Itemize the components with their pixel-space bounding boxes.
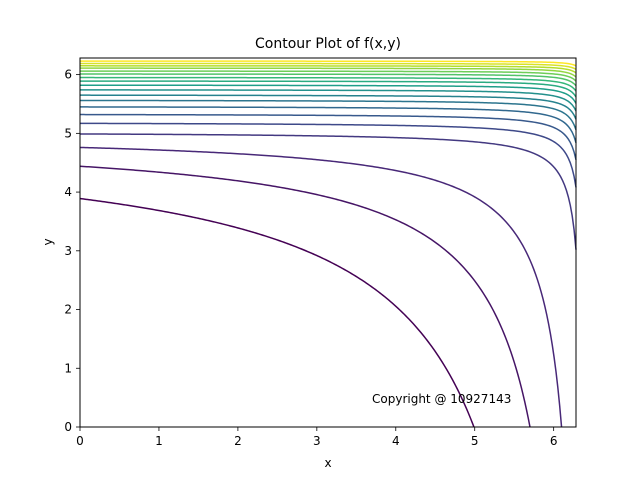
- contour-line: [80, 67, 577, 78]
- contour-line: [80, 76, 577, 92]
- plot-frame: [79, 57, 577, 428]
- y-tick-label: 0: [64, 420, 72, 434]
- contour-line: [80, 106, 577, 143]
- y-tick-label: 2: [64, 303, 72, 317]
- y-axis-ticks: 0 1 2 3 4 5 6: [64, 68, 80, 434]
- x-tick-label: 0: [76, 434, 84, 448]
- x-axis-label: x: [324, 456, 331, 470]
- x-tick-label: 5: [471, 434, 479, 448]
- contour-line: [79, 197, 475, 428]
- contour-line: [80, 65, 577, 74]
- x-tick-label: 4: [392, 434, 400, 448]
- chart-title: Contour Plot of f(x,y): [255, 36, 401, 52]
- y-tick-label: 5: [64, 126, 72, 140]
- contour-line: [80, 113, 577, 160]
- x-tick-label: 1: [155, 434, 163, 448]
- y-axis-label: y: [41, 238, 55, 245]
- y-tick-label: 1: [64, 361, 72, 375]
- contour-line: [79, 146, 563, 428]
- contour-line: [80, 62, 577, 70]
- x-tick-label: 6: [550, 434, 558, 448]
- contour-line: [79, 165, 531, 428]
- contour-line: [80, 60, 577, 67]
- copyright-annotation: Copyright @ 10927143: [372, 392, 511, 406]
- contour-line: [80, 94, 577, 120]
- x-tick-label: 3: [313, 434, 321, 448]
- x-tick-label: 2: [234, 434, 242, 448]
- contour-line: [80, 70, 577, 82]
- contour-line: [80, 122, 577, 188]
- contour-line: [80, 89, 577, 112]
- y-tick-label: 6: [64, 68, 72, 82]
- contour-line: [80, 80, 577, 98]
- contour-line: [80, 99, 577, 131]
- y-tick-label: 4: [64, 185, 72, 199]
- x-axis-ticks: 0 1 2 3 4 5 6: [76, 427, 557, 448]
- contour-line: [80, 73, 577, 87]
- contour-line: [79, 133, 577, 250]
- y-tick-label: 3: [64, 244, 72, 258]
- contour-lines: [79, 60, 577, 428]
- contour-line: [80, 84, 577, 104]
